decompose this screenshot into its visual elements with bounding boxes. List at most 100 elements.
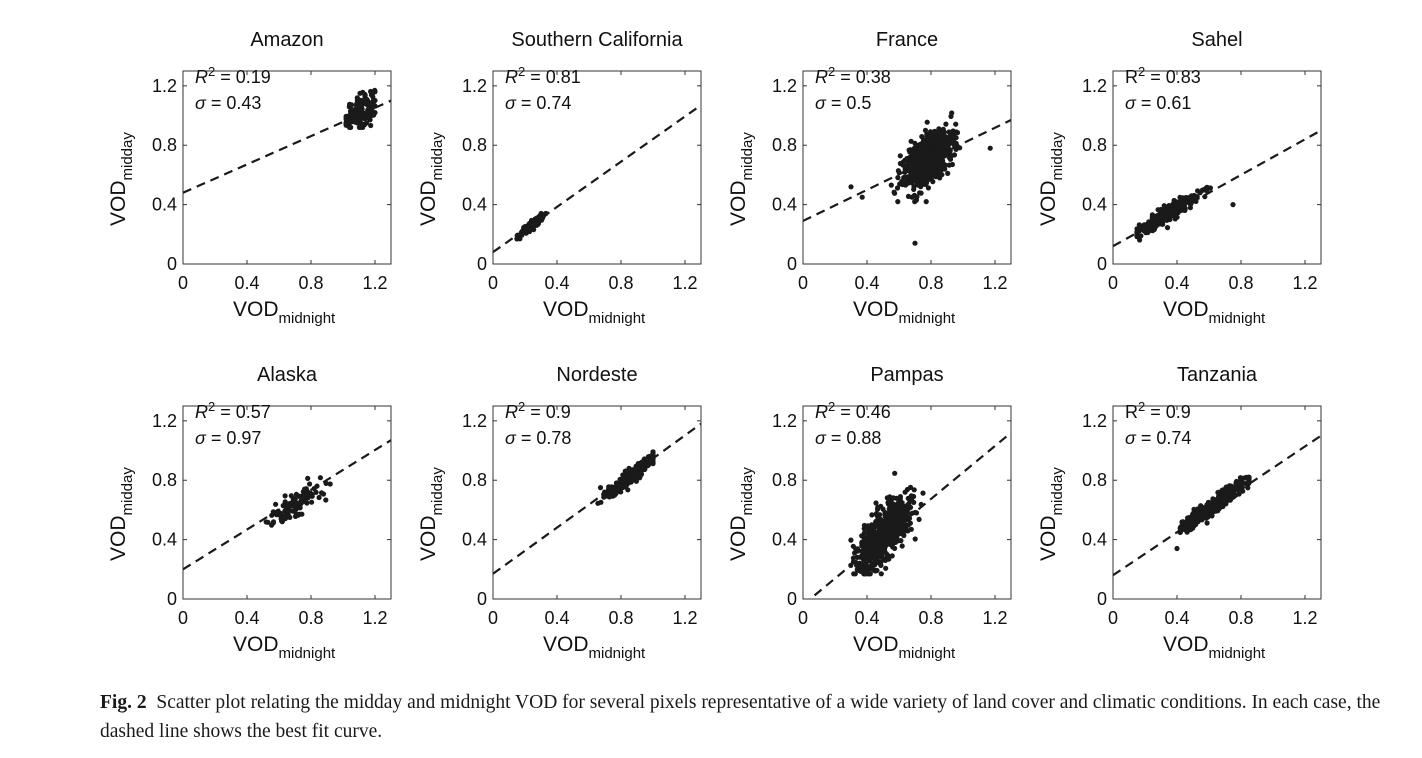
data-point [884,553,891,559]
data-point [872,531,878,537]
data-point [904,510,910,516]
x-tick-label: 1.2 [672,608,697,628]
y-tick-label: 0.8 [462,135,487,155]
data-point [878,516,884,523]
data-point [945,170,951,176]
data-point [1236,491,1242,497]
x-axis-label: VODmidnight [1163,298,1266,327]
r2-annotation: R2 = 0.81 [505,64,581,87]
data-point [1168,207,1174,213]
data-point [918,148,925,154]
data-point [940,147,946,153]
scatter-panel: Pampas 00 0.4 0.4 0.8 0.8 1.2 1.2 VODmidnight VOD… [727,364,1012,662]
data-point [913,197,920,203]
data-point [949,132,955,138]
data-points [1174,474,1252,552]
x-tick-label: 0.8 [608,608,633,628]
data-point [920,490,926,496]
data-point [953,121,959,127]
data-point [911,487,917,493]
sigma-annotation: σ = 0.74 [1125,428,1191,448]
y-tick-label: 0.8 [462,470,487,490]
data-point [923,199,929,205]
x-axis-label: VODmidnight [853,298,956,327]
data-point [648,453,654,459]
y-tick-label: 1.2 [1082,411,1107,431]
y-tick-label: 1.2 [772,76,797,96]
data-point [354,119,360,125]
data-point [1239,481,1245,488]
caption-label: Fig. 2 [100,692,147,713]
data-point [897,494,904,500]
y-tick-label: 0.4 [462,530,487,550]
x-tick-label: 0 [488,273,498,293]
data-point [320,491,327,497]
y-tick-label: 0.8 [152,470,177,490]
data-point [899,543,905,549]
data-point [883,565,889,571]
data-point [896,529,903,536]
data-point [1201,186,1208,192]
data-point [343,116,349,122]
data-point [885,522,891,528]
y-tick-label: 1.2 [152,76,177,96]
y-tick-label: 0.8 [772,135,797,155]
data-point [942,166,948,172]
y-tick-label: 1.2 [152,411,177,431]
data-point [299,511,305,517]
data-point [893,504,900,510]
data-point [926,161,932,167]
data-point [316,494,322,501]
data-point [1205,499,1212,505]
data-point [872,568,878,574]
x-tick-label: 0.8 [918,273,943,293]
data-point [882,541,888,548]
data-point [889,553,895,559]
y-tick-label: 0 [477,589,487,609]
data-point [891,527,897,533]
y-tick-label: 0 [477,254,487,274]
data-point [912,140,918,146]
data-point [1215,508,1221,514]
data-point [894,508,900,514]
axes-box [492,70,702,265]
y-tick-label: 0.8 [1082,470,1107,490]
data-point [895,538,901,544]
data-point [609,484,615,490]
data-point [616,487,622,493]
data-point [309,499,315,505]
data-point [912,240,918,246]
data-point [886,528,893,534]
x-axis-label: VODmidnight [1163,633,1266,662]
data-point [908,496,915,502]
data-point [901,175,907,181]
data-point [954,130,961,136]
x-tick-label: 0.8 [1228,273,1253,293]
data-point [597,485,604,491]
panel-title: Pampas [870,364,943,386]
data-point [368,88,374,95]
data-points [848,110,993,246]
data-point [368,122,374,129]
data-point [900,159,907,165]
data-point [932,159,938,165]
data-point [886,498,892,505]
data-point [1138,233,1144,239]
data-point [878,571,884,577]
y-tick-label: 0 [1097,254,1107,274]
data-point [622,477,629,484]
data-point [872,552,878,558]
data-point [1173,202,1179,208]
data-point [937,129,943,135]
data-point [921,142,927,148]
y-axis-label: VODmidday [727,132,756,226]
y-tick-label: 0.4 [152,530,177,550]
data-point [622,484,628,490]
data-point [873,500,879,506]
data-points [848,470,926,577]
data-point [919,168,925,175]
panel-title: France [876,29,938,51]
fit-line [183,439,391,571]
figure-caption: Fig. 2 Scatter plot relating the midday … [100,688,1390,746]
data-point [1167,216,1173,223]
